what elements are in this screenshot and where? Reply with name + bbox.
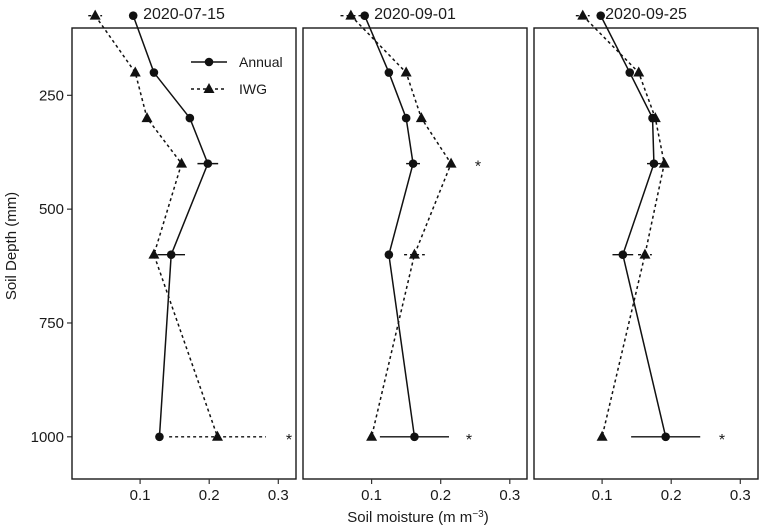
significance-marker: * [719,432,725,449]
data-point-annual [410,432,419,442]
significance-marker: * [466,432,472,449]
data-point-iwg [400,66,412,77]
data-point-iwg [445,157,457,168]
x-tick-label: 0.3 [268,487,289,504]
panel-title: 2020-07-15 [143,6,225,23]
series-line-iwg [582,15,666,437]
data-point-iwg [415,112,427,123]
x-tick-label: 0.1 [130,487,151,504]
data-point-iwg [211,430,223,441]
panel-title: 2020-09-01 [374,6,456,23]
legend-label-iwg: IWG [239,81,267,97]
data-point-annual [128,11,138,20]
x-tick-label: 0.1 [361,487,382,504]
series-line-annual [363,15,416,437]
data-point-iwg [345,9,357,20]
y-tick-label: 250 [39,87,64,104]
data-point-annual [360,11,369,20]
x-axis-title: Soil moisture (m m−3) [347,509,488,527]
y-tick-label: 500 [39,201,64,218]
y-tick-label: 1000 [31,429,64,446]
data-point-annual [661,432,670,442]
data-point-annual [203,159,213,168]
legend-marker-annual [204,57,214,67]
data-point-iwg [408,248,420,259]
x-axis-title-superscript: −3 [472,509,484,520]
panel-frame [302,27,528,480]
data-point-annual [166,250,176,259]
legend-label-annual: Annual [239,54,283,70]
data-point-annual [408,159,418,168]
significance-marker: * [475,159,481,176]
data-point-annual [155,432,164,442]
data-point-iwg [176,157,188,168]
x-tick-label: 0.2 [430,487,451,504]
data-point-iwg [649,112,661,123]
data-point-iwg [141,112,153,123]
y-axis-title: Soil Depth (mm) [3,192,20,300]
data-point-iwg [366,430,378,441]
data-point-annual [149,68,159,77]
data-point-iwg [633,66,645,77]
series-line-iwg [94,15,219,438]
legend-marker-iwg [203,83,215,93]
data-point-annual [618,250,628,259]
data-point-iwg [596,430,608,441]
x-tick-label: 0.1 [592,487,613,504]
data-point-annual [185,113,195,123]
x-tick-label: 0.3 [730,487,751,504]
x-tick-label: 0.2 [199,487,220,504]
data-point-iwg [658,157,670,168]
data-point-iwg [577,9,589,20]
series-line-annual [600,15,667,437]
panel-frame [71,27,297,480]
facet-panel-3: 2020-09-25 0.1 0.2 0.3 * [533,6,759,504]
x-tick-label: 0.2 [661,487,682,504]
data-point-annual [384,250,394,259]
panel-title: 2020-09-25 [605,6,687,23]
data-point-iwg [148,248,160,259]
x-axis-title-main: Soil moisture (m m [347,509,472,526]
data-point-annual [596,11,606,20]
panel-frame [533,27,759,480]
data-point-iwg [129,66,141,77]
data-point-annual [384,68,394,77]
facet-panel-1: 2020-07-15 0.1 0.2 0.3 * [71,6,297,504]
data-point-annual [649,159,659,168]
legend: Annual IWG [191,54,283,97]
series-line-annual [132,15,209,437]
data-point-annual [401,113,411,123]
data-point-annual [625,68,635,77]
data-point-iwg [639,248,651,259]
x-axis-title-close: ) [484,509,489,526]
x-tick-label: 0.3 [499,487,520,504]
facet-panel-2: 2020-09-01 0.1 0.2 0.3 * * [302,6,528,504]
y-tick-label: 750 [39,315,64,332]
significance-marker: * [286,432,292,449]
series-line-iwg [350,15,452,437]
data-point-iwg [89,9,101,20]
